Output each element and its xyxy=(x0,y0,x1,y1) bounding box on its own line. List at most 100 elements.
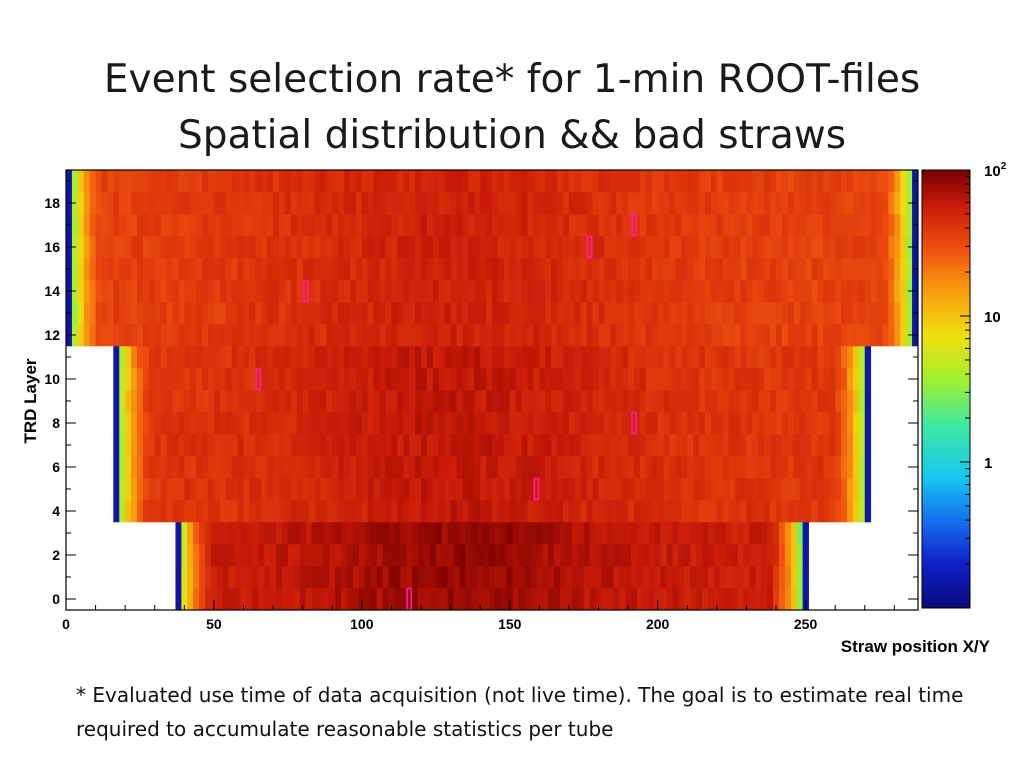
heatmap-cell xyxy=(216,566,224,589)
heatmap-cell xyxy=(634,434,641,457)
heatmap-cell xyxy=(184,214,191,237)
heatmap-cell xyxy=(279,390,286,413)
heatmap-cell xyxy=(651,456,659,479)
heatmap-cell xyxy=(237,434,244,457)
heatmap-cell xyxy=(622,500,629,523)
heatmap-cell xyxy=(870,258,877,281)
heatmap-cell xyxy=(261,456,268,479)
heatmap-cell xyxy=(426,478,434,501)
heatmap-cell xyxy=(193,588,200,611)
heatmap-cell xyxy=(101,214,108,237)
heatmap-cell xyxy=(222,588,230,611)
heatmap-cell xyxy=(205,522,212,545)
heatmap-cell xyxy=(645,302,653,325)
heatmap-cell xyxy=(219,170,227,193)
heatmap-cell xyxy=(894,214,901,237)
heatmap-cell xyxy=(172,236,179,259)
heatmap-cell xyxy=(441,544,449,567)
heatmap-cell xyxy=(391,368,398,391)
heatmap-cell xyxy=(583,522,591,545)
heatmap-cell xyxy=(421,280,428,303)
heatmap-cell xyxy=(900,192,907,215)
heatmap-cell xyxy=(752,236,759,259)
heatmap-cell xyxy=(864,346,872,369)
heatmap-cell xyxy=(219,280,227,303)
heatmap-cell xyxy=(554,544,561,567)
heatmap-cell xyxy=(530,588,537,611)
heatmap-cell xyxy=(83,170,91,193)
heatmap-cell xyxy=(234,522,241,545)
heatmap-cell xyxy=(509,434,517,457)
heatmap-cell xyxy=(376,522,383,545)
heatmap-cell xyxy=(415,302,422,325)
heatmap-cell xyxy=(350,412,357,435)
heatmap-cell xyxy=(622,302,629,325)
heatmap-cell xyxy=(403,346,410,369)
heatmap-cell xyxy=(669,368,676,391)
heatmap-cell xyxy=(376,566,383,589)
heatmap-cell xyxy=(240,544,247,567)
heatmap-cell xyxy=(284,236,292,259)
heatmap-cell xyxy=(450,390,457,413)
heatmap-cell xyxy=(574,258,582,281)
heatmap-cell xyxy=(326,258,333,281)
heatmap-cell xyxy=(352,522,360,545)
heatmap-cell xyxy=(722,456,730,479)
heatmap-cell xyxy=(290,390,298,413)
heatmap-cell xyxy=(787,324,795,347)
heatmap-cell xyxy=(669,192,676,215)
heatmap-cell xyxy=(716,456,724,479)
heatmap-cell xyxy=(793,368,801,391)
heatmap-cell xyxy=(290,346,298,369)
heatmap-cell xyxy=(426,236,434,259)
heatmap-cell xyxy=(533,434,540,457)
heatmap-cell xyxy=(622,170,629,193)
heatmap-cell xyxy=(580,192,588,215)
heatmap-cell xyxy=(639,390,647,413)
heatmap-cell xyxy=(240,566,247,589)
heatmap-cell xyxy=(308,192,315,215)
heatmap-cell xyxy=(497,192,505,215)
heatmap-cell xyxy=(468,324,475,347)
heatmap-cell xyxy=(373,192,380,215)
heatmap-cell xyxy=(302,390,309,413)
heatmap-cell xyxy=(450,324,457,347)
heatmap-cell xyxy=(666,522,673,545)
heatmap-cell xyxy=(249,258,256,281)
heatmap-cell xyxy=(308,236,315,259)
heatmap-cell xyxy=(370,544,378,567)
heatmap-cell xyxy=(634,346,641,369)
heatmap-cell xyxy=(835,346,842,369)
heatmap-cell xyxy=(539,478,546,501)
heatmap-cell xyxy=(426,258,434,281)
heatmap-cell xyxy=(444,368,451,391)
heatmap-cell xyxy=(631,566,638,589)
heatmap-cell xyxy=(799,236,806,259)
heatmap-cell xyxy=(184,324,191,347)
heatmap-cell xyxy=(438,456,446,479)
heatmap-cell xyxy=(231,214,238,237)
heatmap-cell xyxy=(107,192,114,215)
heatmap-cell xyxy=(580,280,588,303)
heatmap-cell xyxy=(326,346,333,369)
heatmap-cell xyxy=(746,500,753,523)
heatmap-cell xyxy=(574,478,582,501)
heatmap-cell xyxy=(456,368,463,391)
heatmap-cell xyxy=(409,280,416,303)
heatmap-cell xyxy=(823,258,830,281)
heatmap-cell xyxy=(350,192,357,215)
heatmap-cell xyxy=(261,324,268,347)
heatmap-cell xyxy=(705,456,712,479)
heatmap-cell xyxy=(716,170,724,193)
heatmap-cell xyxy=(453,544,460,567)
heatmap-cell xyxy=(462,500,469,523)
heatmap-cell xyxy=(687,478,694,501)
heatmap-cell xyxy=(657,302,664,325)
heatmap-cell xyxy=(148,324,156,347)
heatmap-cell xyxy=(421,214,428,237)
heatmap-cell xyxy=(338,170,345,193)
heatmap-cell xyxy=(261,170,268,193)
heatmap-cell xyxy=(648,566,656,589)
heatmap-cell xyxy=(628,346,635,369)
heatmap-cell xyxy=(518,566,525,589)
